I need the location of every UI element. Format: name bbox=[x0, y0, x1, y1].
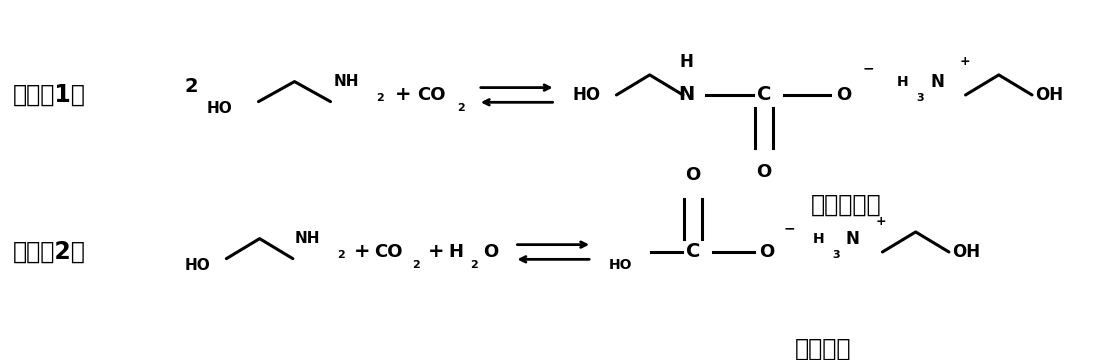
Text: C: C bbox=[757, 85, 771, 104]
Text: N: N bbox=[845, 230, 860, 248]
Text: 2: 2 bbox=[457, 103, 464, 113]
Text: N: N bbox=[678, 85, 694, 104]
Text: +: + bbox=[428, 243, 444, 261]
Text: O: O bbox=[760, 243, 774, 261]
Text: CO: CO bbox=[373, 243, 402, 261]
Text: NH: NH bbox=[296, 231, 321, 246]
Text: +: + bbox=[960, 55, 971, 68]
Text: H: H bbox=[448, 243, 463, 261]
Text: HO: HO bbox=[609, 258, 632, 273]
Text: −: − bbox=[783, 222, 795, 235]
Text: O: O bbox=[483, 243, 499, 261]
Text: 2: 2 bbox=[470, 260, 478, 270]
Text: 反应式2：: 反应式2： bbox=[12, 240, 86, 264]
Text: 3: 3 bbox=[917, 93, 924, 103]
Text: O: O bbox=[835, 86, 851, 104]
Text: 2: 2 bbox=[184, 77, 198, 96]
Text: 2: 2 bbox=[337, 250, 344, 260]
Text: H: H bbox=[812, 231, 824, 246]
Text: +: + bbox=[394, 85, 411, 104]
Text: OH: OH bbox=[1035, 86, 1063, 104]
Text: H: H bbox=[679, 53, 693, 71]
Text: 碳酸氢铵: 碳酸氢铵 bbox=[794, 337, 851, 360]
Text: H: H bbox=[897, 75, 909, 89]
Text: +: + bbox=[353, 243, 370, 261]
Text: CO: CO bbox=[417, 86, 446, 104]
Text: OH: OH bbox=[952, 243, 980, 261]
Text: +: + bbox=[875, 215, 887, 228]
Text: C: C bbox=[685, 243, 700, 261]
Text: 2: 2 bbox=[376, 93, 383, 103]
Text: NH: NH bbox=[334, 74, 359, 89]
Text: HO: HO bbox=[184, 258, 210, 273]
Text: 2: 2 bbox=[412, 260, 420, 270]
Text: 反应式1：: 反应式1： bbox=[12, 83, 86, 107]
Text: HO: HO bbox=[572, 86, 600, 104]
Text: N: N bbox=[930, 73, 944, 91]
Text: 氨基甲酸铵: 氨基甲酸铵 bbox=[811, 193, 882, 217]
Text: O: O bbox=[757, 163, 771, 181]
Text: HO: HO bbox=[207, 101, 232, 116]
Text: 3: 3 bbox=[832, 250, 840, 260]
Text: −: − bbox=[862, 61, 874, 75]
Text: O: O bbox=[685, 166, 701, 184]
